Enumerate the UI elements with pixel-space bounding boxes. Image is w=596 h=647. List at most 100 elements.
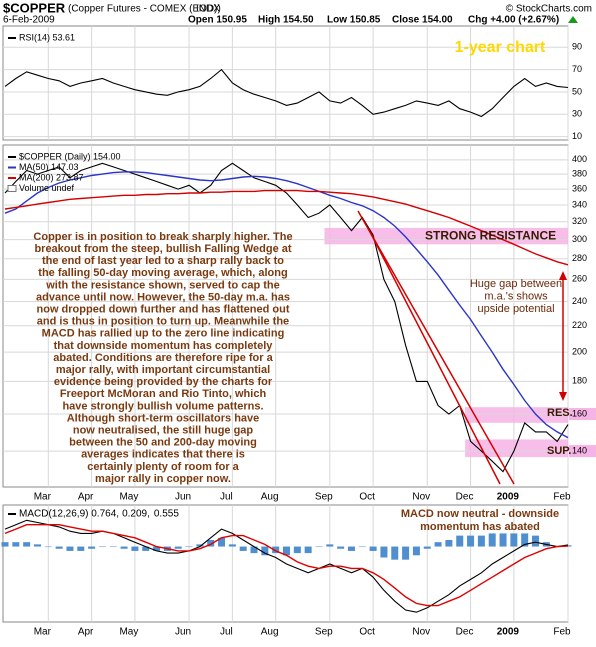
histogram-bar xyxy=(174,546,182,549)
histogram-bar xyxy=(326,544,334,547)
histogram-bar xyxy=(55,546,63,549)
histogram-bar xyxy=(402,546,410,560)
y-tick-label: 240 xyxy=(572,296,587,306)
histogram-bar xyxy=(358,546,366,548)
legend-label: MA(50) 147.03 xyxy=(19,162,79,172)
histogram-bar xyxy=(445,539,453,547)
legend-label: MA(200) 273.87 xyxy=(19,172,84,182)
commentary: with the resistance shown, served to cap… xyxy=(45,279,280,291)
y-tick-label: 400 xyxy=(572,154,587,164)
x-tick-label: 2009 xyxy=(497,492,520,503)
x-tick-label: Oct xyxy=(359,492,375,503)
histogram-bar xyxy=(456,535,464,547)
open: Open 150.95 xyxy=(188,15,247,26)
series-line xyxy=(4,171,569,439)
wedge-line xyxy=(367,227,501,485)
histogram-bar xyxy=(477,535,485,547)
histogram-bar xyxy=(12,542,20,547)
close: Close 154.00 xyxy=(392,15,453,26)
histogram-bar xyxy=(142,546,150,551)
y-tick-label: 280 xyxy=(572,253,587,263)
low: Low 150.85 xyxy=(327,15,381,26)
x-tick-label: May xyxy=(119,627,138,638)
histogram-bar xyxy=(347,546,355,551)
x-tick-label: Nov xyxy=(412,492,430,503)
histogram-bar xyxy=(239,546,247,551)
x-tick-label: Mar xyxy=(34,627,52,638)
histogram-bar xyxy=(434,542,442,547)
x-tick-label: Sep xyxy=(315,492,333,503)
commentary: now neutralised, the still huge gap xyxy=(73,425,254,437)
histogram-bar xyxy=(33,544,41,547)
y-tick-label: 50 xyxy=(572,86,582,96)
commentary: the end of last year led to a sharp rall… xyxy=(42,255,284,267)
commentary: evidence being provided by the charts fo… xyxy=(54,376,273,388)
histogram-bar xyxy=(423,546,431,549)
wedge-line xyxy=(357,210,515,485)
gap-note: m.a.'s shows xyxy=(484,290,548,302)
histogram-bar xyxy=(412,546,420,556)
legend-label: 0.209, xyxy=(122,509,150,520)
x-tick-label: Nov xyxy=(412,627,430,638)
commentary: now dropped down further and has flatten… xyxy=(37,304,290,316)
y-tick-label: 30 xyxy=(572,109,582,119)
panel-background xyxy=(2,144,569,488)
macd-note: momentum has abated xyxy=(420,521,540,533)
histogram-bar xyxy=(510,533,518,547)
commentary: Although short-term oscillators have xyxy=(67,412,260,424)
commentary: major rally, with important circumstanti… xyxy=(56,364,270,376)
band-label: SUP. xyxy=(547,445,571,457)
y-tick-label: 360 xyxy=(572,183,587,193)
histogram-bar xyxy=(185,546,193,548)
histogram-bar xyxy=(488,533,496,547)
commentary: and is thus in position to turn up. Mean… xyxy=(37,316,289,328)
histogram-bar xyxy=(283,546,290,556)
legend-label: $COPPER (Daily) 154.00 xyxy=(19,151,121,161)
band xyxy=(324,227,568,245)
x-tick-label: Sep xyxy=(315,627,333,638)
commentary: the falling 50-day moving average, which… xyxy=(38,267,287,279)
histogram-bar xyxy=(261,546,269,556)
x-tick-label: May xyxy=(119,492,138,503)
x-tick-label: Jun xyxy=(175,627,191,638)
histogram-bar xyxy=(88,546,96,549)
histogram-bar xyxy=(293,546,301,554)
x-tick-label: Dec xyxy=(456,627,474,638)
date: 6-Feb-2009 xyxy=(3,15,55,26)
commentary: major rally in copper now. xyxy=(95,473,231,485)
y-tick-label: 140 xyxy=(572,445,587,455)
histogram-bar xyxy=(196,544,204,547)
series-line xyxy=(4,68,569,118)
y-tick-label: 340 xyxy=(572,199,587,209)
x-tick-label: Oct xyxy=(359,627,375,638)
legend-label: 0.555 xyxy=(154,509,179,520)
histogram-bar xyxy=(315,546,323,548)
chart-label: 1-year chart xyxy=(455,39,546,56)
commentary: that downside momentum has completely xyxy=(54,340,274,352)
histogram-bar xyxy=(250,546,258,554)
histogram-bar xyxy=(272,546,280,554)
y-tick-label: 220 xyxy=(572,320,587,330)
gap-note: Huge gap between xyxy=(470,278,562,290)
commentary: averages indicates that there is xyxy=(81,449,245,461)
legend-label: Volume undef xyxy=(19,183,75,193)
panels: 90 70 50 30 10 RSI(14) 53.61 1-year chart 400 38… xyxy=(1,25,596,638)
series-line xyxy=(4,189,569,266)
histogram-bar xyxy=(77,546,85,551)
histogram-bar xyxy=(380,546,388,558)
histogram-bar xyxy=(467,535,475,547)
histogram-bar xyxy=(207,539,215,547)
commentary: Freeport McMoran and Rio Tinto, which xyxy=(60,388,267,400)
y-tick-label: 380 xyxy=(572,168,587,178)
commentary: have strongly bullish volume patterns. xyxy=(62,400,263,412)
x-tick-label: Apr xyxy=(78,627,94,638)
y-tick-label: 10 xyxy=(572,131,582,141)
histogram-bar xyxy=(532,535,540,547)
histogram-bar xyxy=(369,546,377,551)
histogram-bar xyxy=(218,537,226,547)
gap-note: upside potential xyxy=(477,303,554,315)
tick-highlight xyxy=(569,445,596,458)
commentary: abated. Conditions are therefore ripe fo… xyxy=(53,352,273,364)
band-label: RES. xyxy=(547,407,573,419)
